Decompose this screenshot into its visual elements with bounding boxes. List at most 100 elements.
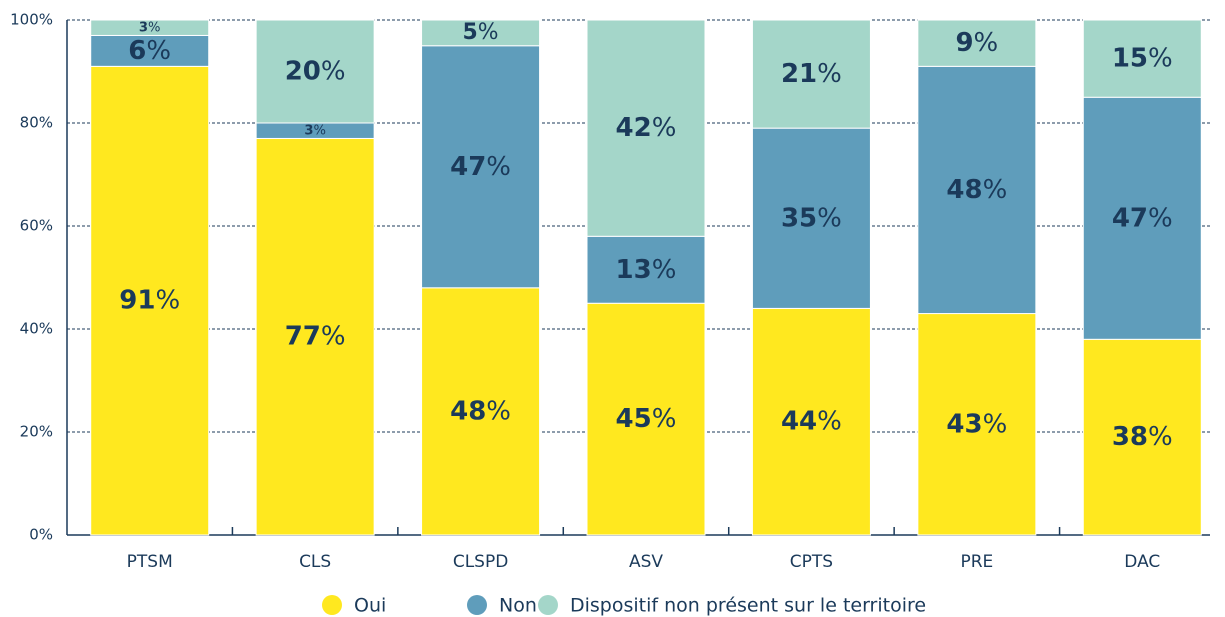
value-label: 42% <box>616 113 677 143</box>
value-number: 35 <box>781 203 817 233</box>
value-label: 44% <box>781 406 842 436</box>
bar-segment <box>90 65 210 536</box>
bar-segment <box>1082 19 1202 98</box>
value-unit: % <box>148 20 160 35</box>
value-number: 44 <box>781 406 817 436</box>
y-tick-label: 80% <box>20 114 53 132</box>
value-unit: % <box>817 59 842 89</box>
value-label: 35% <box>781 203 842 233</box>
value-unit: % <box>817 203 842 233</box>
x-tick-label: PRE <box>960 552 993 572</box>
bar-segment <box>751 127 871 309</box>
value-number: 91 <box>119 285 155 315</box>
value-number: 42 <box>616 113 652 143</box>
value-number: 48 <box>946 174 982 204</box>
value-number: 43 <box>946 409 982 439</box>
y-tick-label: 40% <box>20 320 53 338</box>
value-unit: % <box>652 254 677 284</box>
value-number: 5 <box>463 20 478 45</box>
bar-segment <box>421 45 541 289</box>
value-label: 43% <box>946 409 1007 439</box>
value-unit: % <box>486 396 511 426</box>
value-label: 3% <box>139 20 161 35</box>
bar-segment <box>586 235 706 304</box>
value-number: 48 <box>450 396 486 426</box>
bar-segment <box>586 19 706 237</box>
value-label: 77% <box>285 321 346 351</box>
bar-segment <box>1082 96 1202 340</box>
value-label: 91% <box>119 285 180 315</box>
x-tick-label: CLS <box>299 552 331 572</box>
bar-segment <box>255 19 375 124</box>
value-number: 20 <box>285 56 321 86</box>
value-unit: % <box>146 35 171 65</box>
value-label: 5% <box>463 20 499 45</box>
value-unit: % <box>652 404 677 434</box>
value-unit: % <box>652 113 677 143</box>
legend-marker <box>322 595 342 615</box>
bar-segment <box>1082 338 1202 536</box>
value-unit: % <box>478 20 499 45</box>
legend-label: Oui <box>354 595 386 617</box>
value-number: 38 <box>1112 422 1148 452</box>
value-label: 20% <box>285 56 346 86</box>
value-unit: % <box>1148 43 1173 73</box>
value-number: 3 <box>139 20 148 35</box>
value-label: 3% <box>304 123 326 138</box>
bar-segment <box>751 19 871 129</box>
y-tick-label: 100% <box>10 11 53 29</box>
legend-marker <box>538 595 558 615</box>
x-tick-label: CLSPD <box>453 552 508 572</box>
value-label: 15% <box>1112 43 1173 73</box>
value-unit: % <box>983 174 1008 204</box>
y-tick-label: 60% <box>20 217 53 235</box>
value-number: 13 <box>616 254 652 284</box>
bar-segment <box>421 19 541 47</box>
value-number: 6 <box>128 35 146 65</box>
value-label: 9% <box>955 28 998 58</box>
legend-label: Non <box>499 595 537 617</box>
value-unit: % <box>321 56 346 86</box>
legend-label: Dispositif non présent sur le territoire <box>570 595 926 617</box>
x-tick-label: ASV <box>629 552 663 572</box>
value-label: 6% <box>128 35 171 65</box>
value-number: 47 <box>1112 203 1148 233</box>
y-tick-label: 0% <box>29 526 53 544</box>
bar-segment <box>90 34 210 67</box>
legend-marker <box>467 595 487 615</box>
y-tick-label: 20% <box>20 423 53 441</box>
value-number: 3 <box>304 123 313 138</box>
value-number: 45 <box>616 404 652 434</box>
value-number: 15 <box>1112 43 1148 73</box>
value-number: 47 <box>450 151 486 181</box>
bar-segment <box>751 307 871 536</box>
bar-segment <box>421 287 541 536</box>
value-unit: % <box>1148 203 1173 233</box>
bar-segment <box>917 19 1037 67</box>
value-label: 47% <box>450 151 511 181</box>
value-label: 48% <box>946 174 1007 204</box>
x-tick-label: DAC <box>1124 552 1160 572</box>
value-unit: % <box>974 28 999 58</box>
value-label: 13% <box>616 254 677 284</box>
value-unit: % <box>321 321 346 351</box>
value-unit: % <box>486 151 511 181</box>
value-number: 77 <box>285 321 321 351</box>
value-unit: % <box>983 409 1008 439</box>
value-label: 47% <box>1112 203 1173 233</box>
bar-segment <box>917 313 1037 536</box>
value-label: 48% <box>450 396 511 426</box>
value-label: 21% <box>781 59 842 89</box>
value-number: 9 <box>955 28 973 58</box>
value-unit: % <box>313 123 325 138</box>
x-tick-label: CPTS <box>790 552 833 572</box>
value-number: 21 <box>781 59 817 89</box>
value-label: 38% <box>1112 422 1173 452</box>
bar-segment <box>90 19 210 36</box>
bar-segment <box>586 302 706 536</box>
x-tick-label: PTSM <box>127 552 173 572</box>
value-unit: % <box>1148 422 1173 452</box>
value-unit: % <box>155 285 180 315</box>
value-unit: % <box>817 406 842 436</box>
